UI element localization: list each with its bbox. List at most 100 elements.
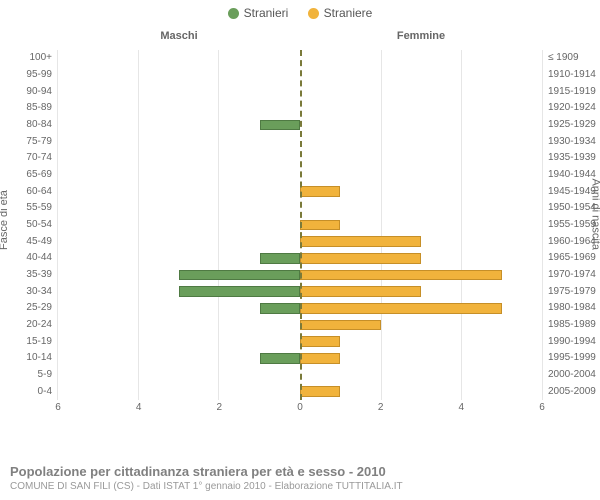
x-tick-label: 4 <box>136 402 142 413</box>
bar-female <box>300 320 381 331</box>
chart-row: 0-4 <box>58 383 300 400</box>
age-label: 5-9 <box>2 370 52 380</box>
chart-row: 5-9 <box>58 367 300 384</box>
age-label: 45-49 <box>2 237 52 247</box>
birth-year-label: 1935-1939 <box>548 153 598 163</box>
chart-row: 30-34 <box>58 283 300 300</box>
age-label: 50-54 <box>2 220 52 230</box>
chart-row: ≤ 1909 <box>300 50 542 67</box>
chart-row: 50-54 <box>58 217 300 234</box>
chart-row: 15-19 <box>58 333 300 350</box>
bar-female <box>300 270 502 281</box>
chart-row: 35-39 <box>58 267 300 284</box>
bar-female <box>300 220 340 231</box>
age-label: 70-74 <box>2 153 52 163</box>
chart-row: 1940-1944 <box>300 167 542 184</box>
chart-row: 20-24 <box>58 317 300 334</box>
bar-female <box>300 353 340 364</box>
male-panel: 0-45-910-1415-1920-2425-2930-3435-3940-4… <box>58 50 300 400</box>
chart-row: 55-59 <box>58 200 300 217</box>
chart-row: 45-49 <box>58 233 300 250</box>
legend-swatch-female <box>308 8 319 19</box>
chart-row: 1935-1939 <box>300 150 542 167</box>
chart-row: 1925-1929 <box>300 117 542 134</box>
age-label: 80-84 <box>2 120 52 130</box>
birth-year-label: ≤ 1909 <box>548 53 598 63</box>
birth-year-label: 1910-1914 <box>548 70 598 80</box>
chart-row: 25-29 <box>58 300 300 317</box>
bar-male <box>179 270 300 281</box>
birth-year-label: 2000-2004 <box>548 370 598 380</box>
legend-swatch-male <box>228 8 239 19</box>
age-label: 55-59 <box>2 203 52 213</box>
x-tick-label: 6 <box>539 402 545 413</box>
x-tick-label: 4 <box>459 402 465 413</box>
birth-year-label: 1975-1979 <box>548 287 598 297</box>
age-label: 20-24 <box>2 320 52 330</box>
birth-year-label: 1925-1929 <box>548 120 598 130</box>
header-female: Femmine <box>300 30 542 42</box>
birth-year-label: 1955-1959 <box>548 220 598 230</box>
chart-row: 1945-1949 <box>300 183 542 200</box>
age-label: 30-34 <box>2 287 52 297</box>
age-label: 100+ <box>2 53 52 63</box>
center-divider <box>300 50 302 400</box>
legend-item-female: Straniere <box>308 6 373 20</box>
birth-year-label: 1950-1954 <box>548 203 598 213</box>
chart-row: 1920-1924 <box>300 100 542 117</box>
birth-year-label: 1965-1969 <box>548 253 598 263</box>
x-tick-label: 6 <box>55 402 61 413</box>
age-label: 85-89 <box>2 103 52 113</box>
chart-row: 1980-1984 <box>300 300 542 317</box>
chart-row: 70-74 <box>58 150 300 167</box>
x-tick-label: 0 <box>297 402 303 413</box>
chart-row: 1985-1989 <box>300 317 542 334</box>
age-label: 65-69 <box>2 170 52 180</box>
chart-row: 1975-1979 <box>300 283 542 300</box>
chart-row: 1990-1994 <box>300 333 542 350</box>
birth-year-label: 1915-1919 <box>548 87 598 97</box>
birth-year-label: 1940-1944 <box>548 170 598 180</box>
chart-row: 40-44 <box>58 250 300 267</box>
bar-female <box>300 186 340 197</box>
female-panel: 2005-20092000-20041995-19991990-19941985… <box>300 50 542 400</box>
birth-year-label: 1990-1994 <box>548 337 598 347</box>
footer: Popolazione per cittadinanza straniera p… <box>10 464 590 492</box>
legend-label-female: Straniere <box>324 6 373 20</box>
bar-male <box>260 120 300 131</box>
bar-male <box>179 286 300 297</box>
chart-row: 65-69 <box>58 167 300 184</box>
bar-female <box>300 253 421 264</box>
chart-row: 2000-2004 <box>300 367 542 384</box>
bar-female <box>300 336 340 347</box>
bar-male <box>260 353 300 364</box>
chart-row: 80-84 <box>58 117 300 134</box>
age-label: 10-14 <box>2 353 52 363</box>
gridline <box>542 50 543 400</box>
x-tick-label: 2 <box>378 402 384 413</box>
age-label: 15-19 <box>2 337 52 347</box>
chart-row: 1955-1959 <box>300 217 542 234</box>
chart-row: 1930-1934 <box>300 133 542 150</box>
legend: Stranieri Straniere <box>0 0 600 26</box>
age-label: 95-99 <box>2 70 52 80</box>
age-label: 25-29 <box>2 303 52 313</box>
birth-year-label: 1945-1949 <box>548 187 598 197</box>
bar-male <box>260 303 300 314</box>
birth-year-label: 2005-2009 <box>548 387 598 397</box>
age-label: 0-4 <box>2 387 52 397</box>
birth-year-label: 1930-1934 <box>548 137 598 147</box>
chart-title: Popolazione per cittadinanza straniera p… <box>10 464 590 479</box>
chart-row: 60-64 <box>58 183 300 200</box>
birth-year-label: 1970-1974 <box>548 270 598 280</box>
chart-subtitle: COMUNE DI SAN FILI (CS) - Dati ISTAT 1° … <box>10 481 590 492</box>
age-label: 40-44 <box>2 253 52 263</box>
birth-year-label: 1980-1984 <box>548 303 598 313</box>
age-label: 35-39 <box>2 270 52 280</box>
x-axis: 0224466 <box>58 402 542 420</box>
chart: Maschi Femmine 0-45-910-1415-1920-2425-2… <box>58 30 542 420</box>
chart-row: 1915-1919 <box>300 83 542 100</box>
chart-row: 75-79 <box>58 133 300 150</box>
bar-male <box>260 253 300 264</box>
birth-year-label: 1960-1964 <box>548 237 598 247</box>
